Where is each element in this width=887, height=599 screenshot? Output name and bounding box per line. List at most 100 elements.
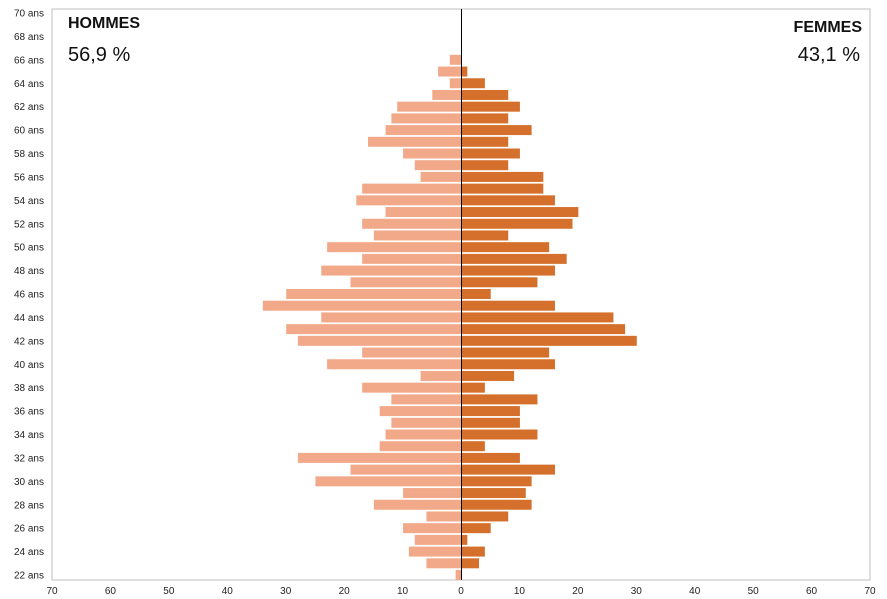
y-tick-label: 34 ans: [14, 430, 44, 441]
y-tick-label: 50 ans: [14, 243, 44, 254]
bar-hommes-65: [438, 66, 462, 77]
bar-femmes-44: [461, 312, 614, 323]
bar-femmes-55: [461, 183, 544, 194]
x-tick-label: 0: [458, 586, 464, 597]
bar-hommes-40: [327, 359, 462, 370]
bar-hommes-51: [373, 230, 462, 241]
y-tick-labels: 70 ans 68 ans 66 ans 64 ans 62 ans 60 ans 58 a…: [14, 9, 44, 582]
bar-femmes-43: [461, 324, 626, 335]
y-tick-label: 56 ans: [14, 172, 44, 183]
bar-femmes-29: [461, 488, 526, 499]
bar-femmes-54: [461, 195, 555, 206]
bar-femmes-59: [461, 136, 509, 147]
bar-femmes-48: [461, 265, 555, 276]
bar-hommes-61: [391, 113, 462, 124]
hommes-label: HOMMES: [68, 15, 140, 32]
bar-hommes-44: [321, 312, 462, 323]
bar-hommes-45: [262, 300, 462, 311]
bar-femmes-33: [461, 441, 485, 452]
bar-femmes-26: [461, 523, 491, 534]
x-tick-label: 60: [806, 586, 818, 597]
bar-femmes-47: [461, 277, 538, 288]
y-tick-label: 48 ans: [14, 266, 44, 277]
y-tick-label: 60 ans: [14, 126, 44, 137]
y-tick-label: 30 ans: [14, 477, 44, 488]
bar-hommes-43: [286, 324, 462, 335]
bar-femmes-41: [461, 347, 550, 358]
bar-hommes-25: [414, 534, 462, 545]
y-tick-label: 46 ans: [14, 290, 44, 301]
y-tick-label: 28 ans: [14, 500, 44, 511]
bar-hommes-53: [385, 207, 462, 218]
bar-hommes-50: [327, 242, 462, 253]
x-tick-label: 20: [572, 586, 584, 597]
femmes-percentage: 43,1 %: [798, 44, 860, 66]
y-tick-label: 44 ans: [14, 313, 44, 324]
x-tick-label: 40: [222, 586, 234, 597]
y-tick-label: 42 ans: [14, 336, 44, 347]
bar-hommes-41: [362, 347, 462, 358]
x-tick-labels: 70 60 50 40 30 20 10 0 10 20 30 40 50 60 70: [46, 586, 876, 597]
bar-hommes-27: [426, 511, 462, 522]
bar-hommes-33: [379, 441, 462, 452]
bar-hommes-64: [449, 78, 462, 89]
x-tick-label: 40: [689, 586, 701, 597]
y-tick-label: 32 ans: [14, 453, 44, 464]
bar-femmes-39: [461, 370, 515, 381]
bar-hommes-63: [432, 89, 462, 100]
y-tick-label: 40 ans: [14, 360, 44, 371]
bar-hommes-47: [350, 277, 462, 288]
bar-femmes-45: [461, 300, 555, 311]
x-tick-label: 70: [864, 586, 876, 597]
bar-hommes-36: [379, 406, 462, 417]
y-tick-label: 52 ans: [14, 219, 44, 230]
x-tick-label: 10: [397, 586, 409, 597]
bar-hommes-24: [408, 546, 462, 557]
bar-femmes-49: [461, 253, 567, 264]
bar-femmes-51: [461, 230, 509, 241]
bar-hommes-62: [397, 101, 462, 112]
bar-hommes-30: [315, 476, 462, 487]
y-tick-label: 22 ans: [14, 571, 44, 582]
bar-hommes-26: [403, 523, 462, 534]
bar-hommes-55: [362, 183, 462, 194]
bar-femmes-36: [461, 406, 520, 417]
bar-femmes-30: [461, 476, 532, 487]
bar-femmes-58: [461, 148, 520, 159]
bar-femmes-31: [461, 464, 555, 475]
hommes-percentage: 56,9 %: [68, 44, 130, 66]
bar-femmes-42: [461, 335, 637, 346]
bar-femmes-34: [461, 429, 538, 440]
bar-hommes-66: [449, 54, 462, 65]
x-tick-label: 20: [339, 586, 351, 597]
bar-hommes-49: [362, 253, 462, 264]
bar-femmes-28: [461, 499, 532, 510]
femmes-label: FEMMES: [794, 19, 863, 36]
bar-femmes-40: [461, 359, 555, 370]
bar-femmes-27: [461, 511, 509, 522]
bar-hommes-37: [391, 394, 462, 405]
bar-femmes-62: [461, 101, 520, 112]
x-tick-label: 50: [748, 586, 760, 597]
bar-femmes-23: [461, 558, 480, 569]
bar-hommes-58: [403, 148, 462, 159]
bar-hommes-39: [420, 370, 462, 381]
bar-femmes-53: [461, 207, 579, 218]
bar-hommes-34: [385, 429, 462, 440]
bar-femmes-60: [461, 125, 532, 136]
bar-hommes-52: [362, 218, 462, 229]
y-tick-label: 36 ans: [14, 407, 44, 418]
bar-hommes-38: [362, 382, 462, 393]
y-tick-label: 54 ans: [14, 196, 44, 207]
bar-femmes-64: [461, 78, 485, 89]
bar-hommes-57: [414, 160, 462, 171]
bar-hommes-28: [373, 499, 462, 510]
y-tick-label: 70 ans: [14, 9, 44, 20]
bar-femmes-25: [461, 534, 468, 545]
bar-hommes-59: [368, 136, 462, 147]
bar-hommes-29: [403, 488, 462, 499]
bar-femmes-24: [461, 546, 485, 557]
y-tick-label: 24 ans: [14, 547, 44, 558]
bars-group: [262, 54, 637, 580]
y-tick-label: 38 ans: [14, 383, 44, 394]
